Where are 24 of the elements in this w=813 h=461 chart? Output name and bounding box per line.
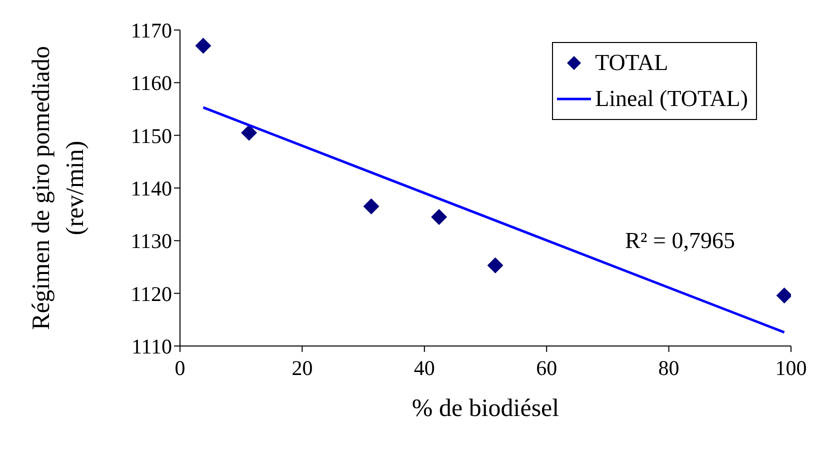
point bbox=[363, 198, 380, 214]
point bbox=[195, 38, 212, 54]
x-tick-label: 80 bbox=[658, 356, 680, 380]
y-tick-label: 1150 bbox=[130, 124, 172, 148]
y-tick-label: 1120 bbox=[130, 282, 172, 306]
y-axis-title: Régimen de giro pomediado (rev/min) bbox=[27, 45, 90, 332]
x-tick-label: 60 bbox=[536, 356, 558, 380]
x-tick-label: 40 bbox=[414, 356, 435, 380]
legend-label: TOTAL bbox=[595, 49, 668, 77]
annotation: R² = 0,7965 bbox=[625, 228, 735, 254]
x-tick-label: 0 bbox=[174, 356, 186, 380]
y-tick-label: 1140 bbox=[130, 176, 172, 200]
y-tick-label: 1160 bbox=[130, 71, 172, 96]
point bbox=[776, 287, 791, 304]
x-tick-label: 20 bbox=[292, 356, 313, 380]
point bbox=[241, 124, 258, 141]
x-axis-title: % de biodiésel bbox=[410, 395, 560, 423]
point bbox=[487, 257, 504, 274]
point bbox=[431, 208, 448, 225]
legend-label: Lineal (TOTAL) bbox=[595, 85, 748, 113]
y-tick-label: 1110 bbox=[132, 334, 172, 358]
y-tick-label: 1170 bbox=[130, 18, 172, 42]
y-tick-label: 1130 bbox=[130, 229, 172, 254]
x-tick-label: 100 bbox=[775, 356, 807, 380]
